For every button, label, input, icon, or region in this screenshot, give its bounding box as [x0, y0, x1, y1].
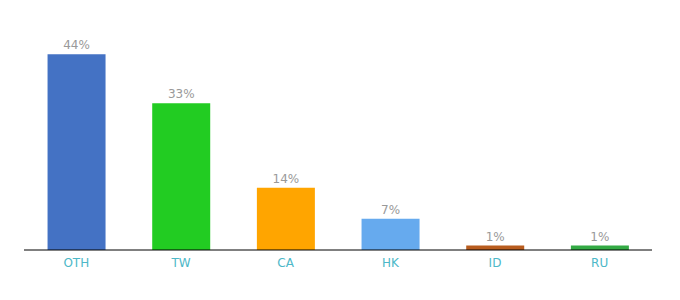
svg-text:14%: 14%: [273, 172, 300, 186]
svg-text:TW: TW: [170, 256, 190, 270]
svg-text:1%: 1%: [486, 230, 505, 244]
svg-text:7%: 7%: [381, 203, 400, 217]
svg-text:44%: 44%: [63, 38, 90, 52]
svg-text:RU: RU: [591, 256, 608, 270]
svg-text:HK: HK: [382, 256, 400, 270]
svg-text:33%: 33%: [168, 87, 195, 101]
svg-text:ID: ID: [489, 256, 502, 270]
svg-text:OTH: OTH: [63, 256, 89, 270]
svg-text:1%: 1%: [590, 230, 609, 244]
svg-text:CA: CA: [277, 256, 294, 270]
